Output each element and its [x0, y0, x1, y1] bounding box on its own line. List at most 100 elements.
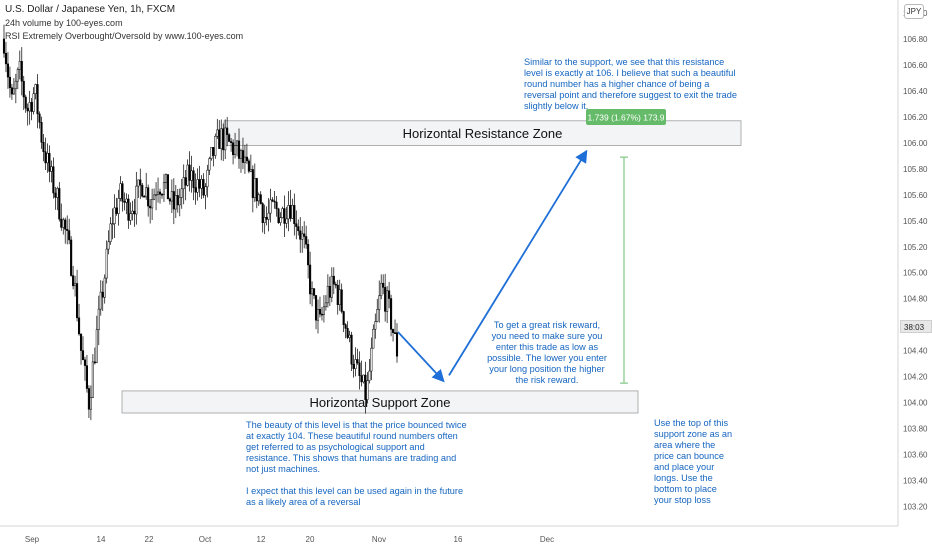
- entry-arrow: [397, 331, 445, 383]
- candle-body: [20, 61, 23, 82]
- resistance-note: Similar to the support, we see that this…: [524, 57, 738, 112]
- candle-body: [40, 122, 43, 143]
- candle-body: [30, 102, 33, 112]
- currency-badge[interactable]: JPY: [904, 4, 924, 19]
- price-series: [2, 24, 399, 421]
- candle-body: [42, 142, 45, 152]
- candle-body: [311, 288, 314, 295]
- candle-body: [34, 84, 37, 94]
- candle-body: [121, 183, 124, 202]
- candle-body: [303, 233, 306, 237]
- candle-body: [87, 388, 90, 410]
- candle-body: [368, 370, 371, 381]
- time-axis[interactable]: Sep 14 22 Oct 12 20 Nov 16 Dec: [25, 535, 554, 544]
- candle-body: [147, 187, 150, 207]
- candle-body: [109, 223, 112, 242]
- candle-body: [18, 61, 21, 70]
- candle-body: [204, 186, 207, 196]
- candle-body: [103, 277, 106, 298]
- candle-body: [24, 96, 27, 109]
- candle-body: [279, 217, 282, 223]
- resistance-zone-label: Horizontal Resistance Zone: [403, 126, 563, 141]
- candle-body: [316, 309, 320, 321]
- candle-body: [95, 329, 98, 363]
- y-tick-label: 106.20: [903, 113, 928, 122]
- candle-body: [350, 334, 353, 365]
- candle-body: [277, 208, 280, 223]
- candle-body: [338, 289, 341, 305]
- y-tick-label: 105.80: [903, 165, 928, 174]
- candle-body: [380, 282, 383, 297]
- candle-body: [184, 177, 187, 186]
- candle-body: [356, 359, 359, 364]
- risk-reward-note-text: To get a great risk reward, you need to …: [487, 320, 607, 385]
- candle-body: [301, 233, 304, 240]
- current-price-tag: 38:03: [900, 320, 932, 333]
- volume-indicator-label[interactable]: 24h volume by 100-eyes.com: [5, 18, 123, 28]
- candle-body: [26, 107, 29, 112]
- candle-body: [241, 150, 245, 163]
- x-tick-label: 16: [454, 535, 463, 544]
- candle-body: [348, 334, 351, 338]
- candle-body: [111, 223, 114, 225]
- candle-body: [54, 192, 57, 198]
- candle-body: [172, 191, 175, 210]
- candle-body: [354, 359, 357, 369]
- candle-body: [151, 198, 154, 209]
- measure-label: 1.739 (1.67%) 173.9: [587, 113, 664, 123]
- candle-body: [382, 282, 385, 288]
- support-zone-label: Horizontal Support Zone: [310, 395, 451, 410]
- candle-body: [269, 199, 272, 214]
- candle-body: [243, 156, 246, 163]
- y-tick-label: 105.40: [903, 217, 928, 226]
- candle-body: [340, 289, 343, 312]
- candle-body: [283, 208, 286, 224]
- candle-body: [370, 347, 373, 372]
- candle-body: [79, 333, 83, 351]
- resistance-note-text: Similar to the support, we see that this…: [524, 57, 737, 111]
- rsi-indicator-label[interactable]: RSI Extremely Overbought/Oversold by www…: [5, 31, 244, 41]
- candle-body: [285, 218, 288, 224]
- candle-body: [212, 147, 215, 156]
- candle-body: [68, 230, 71, 241]
- candle-body: [295, 223, 298, 227]
- candle-body: [234, 145, 237, 155]
- symbol-title[interactable]: U.S. Dollar / Japanese Yen, 1h, FXCM: [5, 4, 176, 15]
- candle-body: [314, 295, 318, 321]
- candle-body: [64, 219, 67, 230]
- candle-body: [328, 285, 331, 298]
- candle-body: [89, 397, 92, 410]
- candle-body: [192, 170, 195, 188]
- price-axis[interactable]: 103.20 103.40 103.60 103.80 104.00 104.20 104.…: [903, 9, 928, 512]
- candle-body: [93, 361, 96, 364]
- candle-body: [271, 199, 274, 202]
- candle-body: [253, 178, 256, 198]
- candle-body: [257, 194, 260, 202]
- candle-body: [322, 306, 325, 315]
- y-tick-label: 105.20: [903, 243, 928, 252]
- drawing-layer: 1.739 (1.67%) 173.9: [397, 109, 666, 384]
- candle-body: [119, 183, 122, 199]
- candle-body: [360, 375, 363, 383]
- candle-body: [309, 264, 312, 295]
- candle-body: [145, 187, 148, 198]
- y-tick-label: 104.40: [903, 347, 928, 356]
- candle-body: [281, 208, 284, 218]
- candle-body: [190, 170, 193, 181]
- candle-body: [133, 210, 136, 215]
- candle-body: [291, 205, 294, 219]
- y-tick-label: 106.00: [903, 139, 928, 148]
- candle-body: [232, 142, 235, 155]
- candle-body: [85, 365, 88, 389]
- candle-body: [318, 309, 322, 315]
- candle-body: [366, 380, 369, 400]
- candle-body: [174, 195, 177, 210]
- candle-body: [194, 187, 197, 193]
- y-tick-label: 103.40: [903, 477, 928, 486]
- candle-body: [50, 166, 53, 172]
- candle-body: [153, 194, 156, 200]
- candle-body: [164, 174, 167, 183]
- candle-body: [12, 88, 15, 95]
- candle-body: [358, 362, 361, 376]
